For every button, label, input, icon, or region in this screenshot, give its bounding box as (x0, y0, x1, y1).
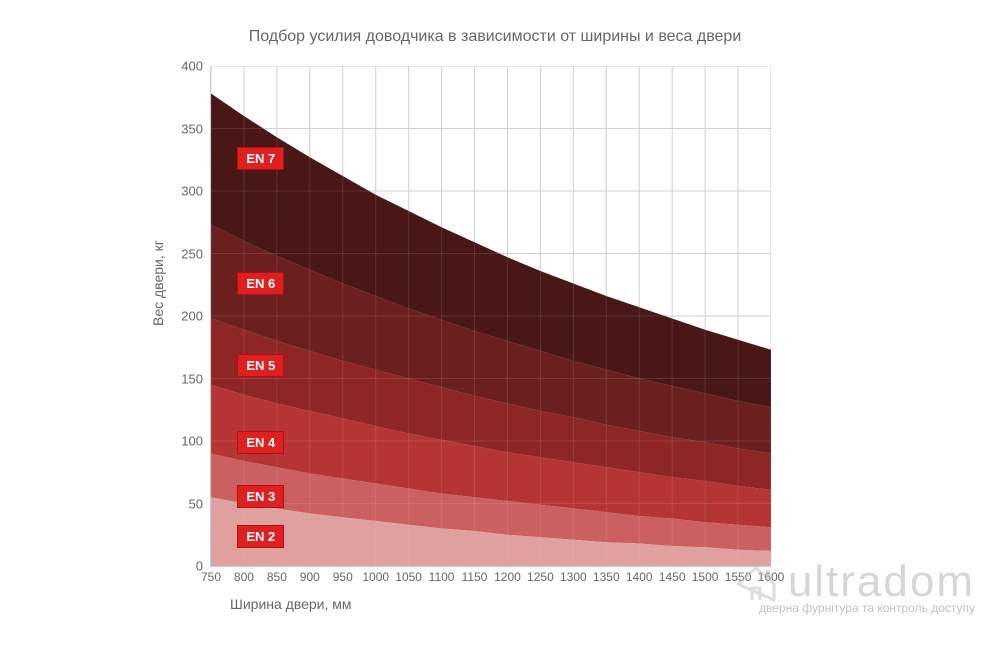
en-label-en2: EN 2 (237, 525, 284, 548)
xtick: 1100 (429, 570, 455, 584)
plot-area: 0501001502002503003504007508008509009501… (210, 66, 771, 567)
ytick: 250 (181, 246, 203, 261)
xtick: 1450 (659, 570, 686, 584)
xtick: 750 (201, 570, 221, 584)
ytick: 400 (181, 59, 203, 74)
xtick: 1050 (395, 570, 422, 584)
ytick: 150 (181, 371, 203, 386)
xtick: 800 (234, 570, 254, 584)
plot-svg (211, 66, 771, 566)
xtick: 850 (267, 570, 287, 584)
xtick: 900 (300, 570, 320, 584)
xtick: 1250 (527, 570, 554, 584)
en-label-en3: EN 3 (237, 485, 284, 508)
xtick: 1550 (725, 570, 752, 584)
xtick: 1600 (758, 570, 785, 584)
ytick: 300 (181, 184, 203, 199)
xtick: 1150 (462, 570, 488, 584)
ytick: 100 (181, 434, 203, 449)
x-axis-label: Ширина двери, мм (230, 596, 352, 612)
en-label-en5: EN 5 (237, 354, 284, 377)
en-label-en6: EN 6 (237, 272, 284, 295)
xtick: 1000 (362, 570, 389, 584)
chart-title: Подбор усилия доводчика в зависимости от… (0, 0, 990, 56)
chart-container: Вес двери, кг 05010015020025030035040075… (210, 66, 990, 567)
xtick: 1400 (626, 570, 653, 584)
ytick: 350 (181, 121, 203, 136)
ytick: 200 (181, 309, 203, 324)
xtick: 1500 (692, 570, 719, 584)
y-axis-label: Вес двери, кг (150, 240, 166, 326)
xtick: 1300 (560, 570, 587, 584)
en-label-en4: EN 4 (237, 431, 284, 454)
xtick: 1200 (494, 570, 521, 584)
ytick: 50 (189, 496, 203, 511)
xtick: 950 (333, 570, 353, 584)
xtick: 1350 (593, 570, 620, 584)
en-label-en7: EN 7 (237, 147, 284, 170)
watermark-subtitle: дверна фурнітура та контроль доступу (759, 601, 975, 615)
